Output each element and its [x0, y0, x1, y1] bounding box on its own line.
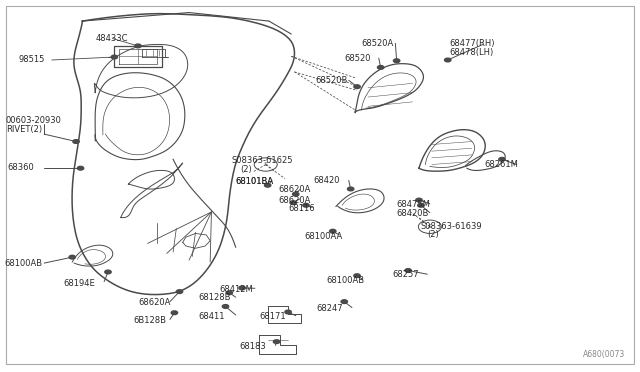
Text: (2): (2) [428, 230, 439, 240]
Text: 68116: 68116 [288, 204, 315, 213]
Text: S08363-61625: S08363-61625 [232, 155, 293, 164]
Circle shape [135, 44, 141, 48]
Text: 68620A: 68620A [138, 298, 170, 307]
Text: 68101BA: 68101BA [236, 177, 274, 186]
Circle shape [418, 203, 424, 207]
Circle shape [69, 255, 76, 259]
Circle shape [264, 183, 271, 187]
Text: 68100AB: 68100AB [4, 259, 42, 267]
Text: 98515: 98515 [19, 55, 45, 64]
Text: 68477(RH): 68477(RH) [449, 39, 495, 48]
Circle shape [341, 300, 348, 304]
Text: 68620A: 68620A [278, 196, 311, 205]
Text: (2): (2) [240, 165, 252, 174]
Text: S: S [428, 224, 432, 229]
Text: 68478(LH): 68478(LH) [449, 48, 493, 57]
Circle shape [226, 291, 232, 295]
Circle shape [285, 310, 291, 314]
Text: S: S [264, 162, 268, 167]
Text: 68360: 68360 [7, 163, 34, 172]
Text: 68171: 68171 [259, 312, 286, 321]
Circle shape [111, 55, 118, 59]
Circle shape [105, 270, 111, 274]
Text: 68247: 68247 [316, 304, 343, 313]
Text: 68475M: 68475M [397, 200, 431, 209]
Text: 68101BA: 68101BA [236, 177, 274, 186]
Circle shape [354, 274, 360, 278]
Text: 68420: 68420 [314, 176, 340, 185]
Circle shape [73, 140, 79, 143]
Circle shape [330, 230, 336, 233]
Circle shape [394, 59, 400, 62]
Circle shape [290, 201, 296, 205]
Text: 68261M: 68261M [484, 160, 518, 169]
Circle shape [172, 311, 177, 315]
Text: 68520B: 68520B [315, 76, 348, 85]
Circle shape [416, 198, 422, 202]
Circle shape [348, 187, 354, 191]
Text: 68128B: 68128B [198, 294, 231, 302]
Text: 68620A: 68620A [278, 185, 311, 194]
Circle shape [378, 65, 384, 69]
Circle shape [273, 340, 280, 343]
Circle shape [222, 305, 228, 308]
Circle shape [405, 269, 412, 272]
Circle shape [77, 166, 84, 170]
Text: 68420B: 68420B [397, 209, 429, 218]
Text: A680(0073: A680(0073 [583, 350, 625, 359]
Text: S08363-61639: S08363-61639 [421, 221, 483, 231]
Text: 68412M: 68412M [219, 285, 253, 294]
Circle shape [239, 286, 245, 290]
Text: 68257: 68257 [392, 270, 419, 279]
Text: 68411: 68411 [198, 312, 225, 321]
Circle shape [445, 58, 451, 62]
Text: 68100AB: 68100AB [326, 276, 365, 285]
Text: 68100AA: 68100AA [304, 231, 342, 241]
Text: 68520: 68520 [344, 54, 371, 62]
Text: 68183: 68183 [239, 341, 266, 350]
Circle shape [292, 192, 299, 196]
Circle shape [303, 203, 309, 207]
Circle shape [176, 290, 182, 294]
Circle shape [499, 157, 505, 161]
Text: 6B128B: 6B128B [134, 316, 166, 325]
Text: RIVET(2): RIVET(2) [6, 125, 42, 134]
Text: 68194E: 68194E [63, 279, 95, 288]
Text: 48433C: 48433C [95, 34, 128, 43]
Circle shape [354, 85, 360, 89]
Text: 00603-20930: 00603-20930 [6, 116, 61, 125]
Text: 68520A: 68520A [362, 39, 394, 48]
